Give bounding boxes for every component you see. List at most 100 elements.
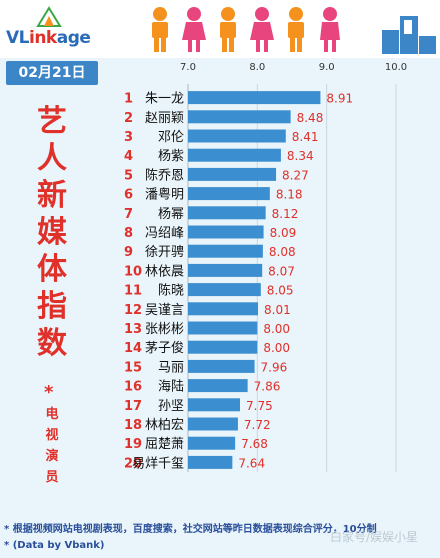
category-label: 屈楚萧: [145, 437, 184, 452]
rank-label: 12: [124, 303, 142, 318]
side-title-char: 指: [37, 289, 67, 324]
person-icon: [250, 7, 274, 52]
category-label: 潘粤明: [145, 187, 184, 203]
person-icon: [182, 7, 206, 52]
side-title-char: 人: [37, 141, 67, 176]
rank-label: 10: [124, 264, 142, 279]
bar: [188, 417, 238, 431]
bar: [188, 340, 258, 354]
rank-label: 2: [124, 111, 133, 126]
value-label: 8.01: [264, 303, 291, 317]
bar: [188, 225, 264, 239]
bar: [188, 436, 236, 450]
side-title-char: 数: [37, 326, 67, 361]
side-title: 艺 人 新 媒 体 指 数: [32, 103, 72, 362]
watermark: 白家号/娱娱小星: [330, 530, 419, 544]
value-label: 8.34: [287, 149, 314, 163]
side-subtitle-char: 员: [45, 470, 59, 485]
bar-chart: 7.0 8.0 9.0 10.0 1 朱一龙 8.91 2 赵丽颖 8.48 3 邓伦 8.41 4 杨紫 8…: [124, 62, 407, 472]
x-tick-label: 7.0: [180, 62, 196, 73]
rank-label: 9: [124, 245, 133, 260]
bar: [188, 148, 281, 162]
brand-middle: ink: [29, 28, 57, 48]
value-label: 8.12: [272, 207, 299, 221]
rank-label: 7: [124, 207, 133, 222]
rank-label: 13: [124, 322, 142, 337]
value-label: 7.64: [238, 456, 265, 470]
rank-label: 18: [124, 418, 142, 433]
x-tick-label: 9.0: [319, 62, 335, 73]
value-label: 7.86: [254, 380, 281, 394]
person-icon: [220, 7, 236, 52]
bar: [188, 167, 277, 181]
category-label: 吴谨言: [145, 303, 184, 318]
value-label: 8.27: [282, 168, 309, 182]
category-label: 徐开骋: [145, 245, 184, 260]
category-label: 朱一龙: [145, 92, 184, 107]
value-label: 8.00: [263, 322, 290, 336]
side-title-char: 艺: [37, 104, 67, 139]
value-label: 7.75: [246, 399, 273, 413]
bar: [188, 263, 263, 277]
rank-label: 16: [124, 380, 142, 395]
value-label: 8.91: [326, 92, 353, 106]
date-label: 02月21日: [6, 61, 98, 85]
rank-label: 6: [124, 188, 133, 203]
side-subtitle-char: 视: [45, 428, 59, 443]
rank-label: 3: [124, 130, 133, 145]
footnote-line-1: * 根据视频网站电视剧表现，百度搜索，社交网站等昨日数据表现综合评分，10分制: [4, 524, 377, 535]
value-label: 7.68: [241, 437, 268, 451]
value-label: 8.05: [267, 284, 294, 298]
people-illustration: [152, 7, 340, 52]
category-label: 孙坚: [158, 399, 184, 414]
value-label: 8.08: [269, 245, 296, 259]
brand-logo: VLinkage: [6, 6, 118, 50]
category-label: 陈乔恩: [145, 167, 184, 183]
category-label: 杨幂: [158, 207, 184, 222]
rank-label: 4: [124, 149, 133, 164]
x-tick-label: 10.0: [385, 62, 407, 73]
side-star: *: [44, 382, 54, 403]
rank-label: 5: [124, 168, 133, 183]
side-subtitle-char: 演: [45, 449, 59, 464]
value-label: 8.48: [297, 111, 324, 125]
category-label: 林柏宏: [145, 418, 184, 433]
rank-label: 11: [124, 284, 142, 299]
brand-name: VLinkage: [6, 28, 91, 48]
category-label: 陈晓: [158, 283, 184, 299]
category-label: 杨紫: [158, 149, 184, 164]
footnote-line-2: * (Data by Vbank): [4, 540, 105, 551]
person-icon: [288, 7, 304, 52]
header-bar: VLinkage: [0, 0, 440, 58]
category-label: 冯绍峰: [145, 226, 184, 241]
category-label: 张彬彬: [145, 322, 184, 337]
bar: [188, 91, 321, 105]
category-label: 赵丽颖: [145, 111, 184, 126]
rank-label: 1: [124, 92, 133, 107]
category-label: 茅子俊: [145, 341, 184, 356]
side-subtitle-char: 电: [45, 407, 59, 422]
bar: [188, 206, 266, 220]
bar: [188, 455, 233, 469]
value-label: 8.07: [268, 264, 295, 278]
bar: [188, 244, 263, 258]
bar: [188, 302, 259, 316]
brand-suffix: age: [56, 28, 91, 48]
rank-label: 19: [124, 437, 142, 452]
bar: [188, 187, 270, 201]
value-label: 8.00: [263, 341, 290, 355]
category-label: 马丽: [158, 360, 184, 375]
bar: [188, 110, 291, 124]
rank-label: 17: [124, 399, 142, 414]
person-icon: [320, 7, 340, 52]
side-title-char: 体: [37, 252, 67, 287]
bar: [188, 321, 258, 335]
side-title-char: 新: [37, 178, 67, 213]
bar: [188, 359, 255, 373]
brand-prefix: VL: [6, 28, 30, 48]
value-label: 7.96: [261, 360, 288, 374]
rank-label: 15: [124, 360, 142, 375]
x-tick-label: 8.0: [249, 62, 265, 73]
side-subtitle: 电 视 演 员: [44, 404, 60, 488]
rank-label: 14: [124, 341, 142, 356]
